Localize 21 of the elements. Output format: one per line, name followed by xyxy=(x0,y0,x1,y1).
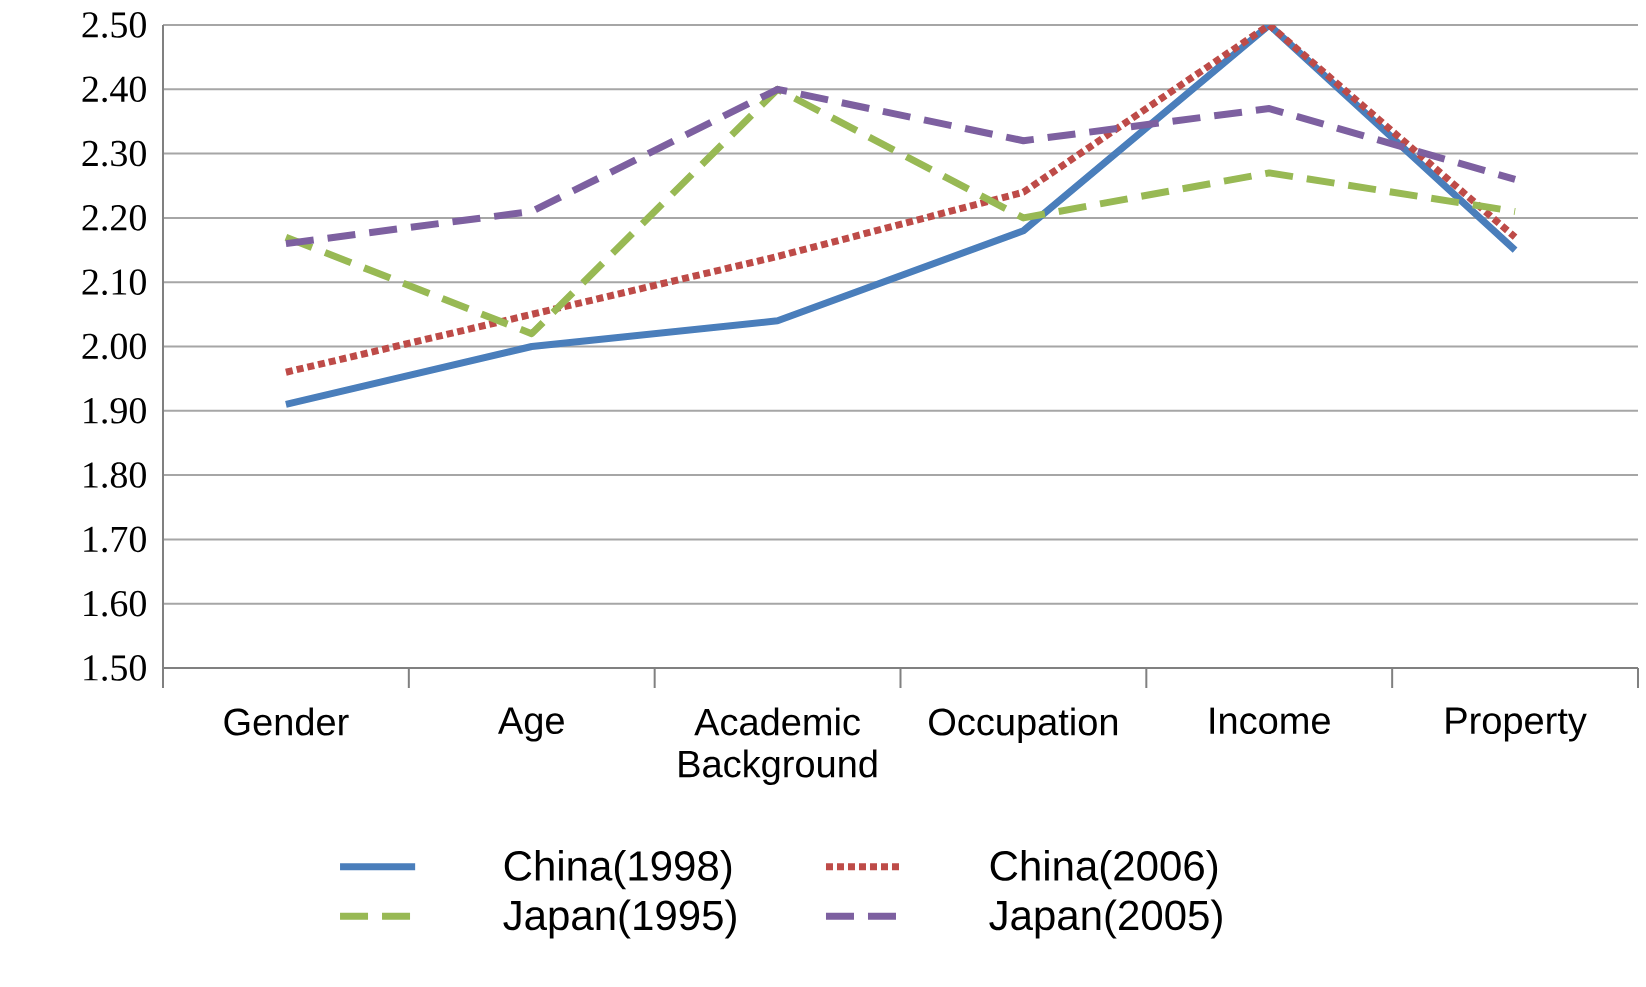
legend-label: Japan(1995) xyxy=(503,899,736,939)
x-tick-label: Property xyxy=(1446,707,1587,742)
y-tick-label: 2.00 xyxy=(82,333,146,360)
x-tick-label: Academic Background xyxy=(679,707,877,786)
y-tick-label: 1.90 xyxy=(84,397,146,424)
x-tick-label: Age xyxy=(498,707,564,742)
legend-label: China(1998) xyxy=(504,850,732,890)
legend-label: Japan(2005) xyxy=(989,899,1222,939)
legend-label: China(2006) xyxy=(990,850,1218,890)
y-tick-label: 2.30 xyxy=(82,140,146,167)
y-tick-label: 1.50 xyxy=(84,655,146,681)
y-tick-label: 2.10 xyxy=(82,269,146,296)
x-tick-label: Gender xyxy=(224,707,349,736)
y-tick-label: 2.20 xyxy=(82,205,146,231)
x-tick-label: Occupation xyxy=(929,707,1118,744)
y-tick-label: 1.70 xyxy=(84,526,146,553)
y-tick-label: 1.80 xyxy=(84,462,146,488)
y-tick-label: 1.60 xyxy=(84,590,146,617)
y-tick-label: 2.50 xyxy=(82,12,146,38)
x-tick-label: Income xyxy=(1210,707,1330,735)
y-tick-label: 2.40 xyxy=(82,76,146,103)
